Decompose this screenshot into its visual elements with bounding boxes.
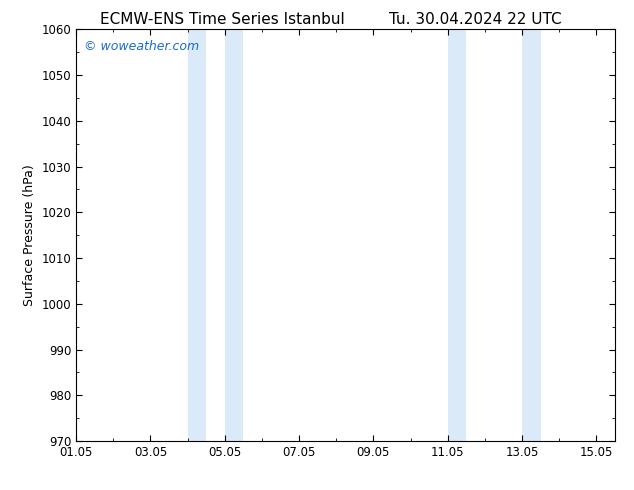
Text: © woweather.com: © woweather.com [84,40,199,53]
Text: ECMW-ENS Time Series Istanbul: ECMW-ENS Time Series Istanbul [100,12,344,27]
Bar [448,29,467,441]
Bar [522,29,541,441]
Text: Tu. 30.04.2024 22 UTC: Tu. 30.04.2024 22 UTC [389,12,562,27]
Bar [224,29,243,441]
Y-axis label: Surface Pressure (hPa): Surface Pressure (hPa) [23,164,36,306]
Bar [188,29,206,441]
